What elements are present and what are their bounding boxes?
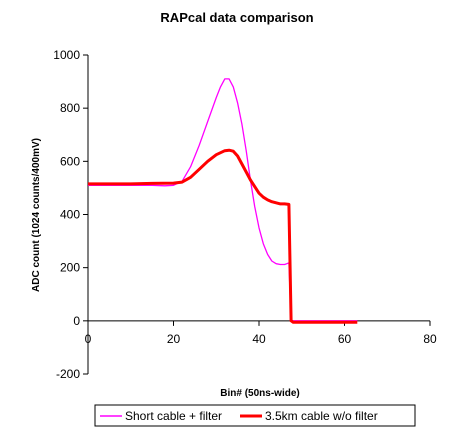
series-line-short-cable	[88, 78, 358, 322]
x-tick-label: 40	[252, 332, 266, 346]
x-tick-label: 60	[338, 332, 352, 346]
series-line-long-cable	[88, 148, 358, 324]
x-axis-label: Bin# (50ns-wide)	[220, 388, 299, 399]
x-tick-label: 0	[85, 332, 92, 346]
y-tick-label: 1000	[53, 48, 80, 62]
y-tick-label: -200	[56, 367, 80, 381]
x-tick-label: 80	[423, 332, 437, 346]
plot-area: -200 0 200 400 600 800 1000 0 20 40 60 80	[53, 48, 437, 381]
y-tick-label: 0	[73, 314, 80, 328]
y-tick-label: 200	[60, 261, 80, 275]
legend: Short cable + filter 3.5km cable w/o fil…	[94, 404, 416, 427]
y-tick-label: 400	[60, 208, 80, 222]
y-axis-label: ADC count (1024 counts/400mV)	[31, 138, 42, 292]
chart-title: RAPcal data comparison	[160, 10, 313, 25]
legend-label-long-cable: 3.5km cable w/o filter	[265, 409, 378, 423]
y-tick-label: 800	[60, 101, 80, 115]
x-tick-label: 20	[167, 332, 181, 346]
y-tick-label: 600	[60, 154, 80, 168]
legend-label-short-cable: Short cable + filter	[125, 409, 222, 423]
